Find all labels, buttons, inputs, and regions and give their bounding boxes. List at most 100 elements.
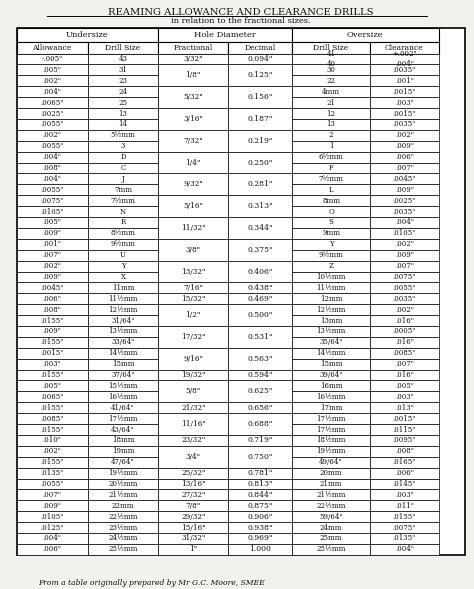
Text: 15mm: 15mm xyxy=(112,360,134,368)
Text: 3/4": 3/4" xyxy=(186,453,201,461)
Text: .0035": .0035" xyxy=(393,207,416,216)
Text: 12: 12 xyxy=(327,110,336,118)
Text: Fractional: Fractional xyxy=(173,44,213,52)
Text: 7/32": 7/32" xyxy=(183,137,203,145)
Text: .0135": .0135" xyxy=(40,469,64,477)
Text: 24mm: 24mm xyxy=(320,524,342,532)
Text: .016": .016" xyxy=(395,338,414,346)
Text: L: L xyxy=(328,186,333,194)
Text: 0.938": 0.938" xyxy=(247,524,273,532)
Text: 0.125": 0.125" xyxy=(247,71,273,80)
Text: 0.344": 0.344" xyxy=(247,224,273,232)
Text: 25½mm: 25½mm xyxy=(316,545,346,554)
Text: 43: 43 xyxy=(118,55,128,63)
Text: .0095": .0095" xyxy=(392,436,416,445)
Text: 3: 3 xyxy=(121,142,125,150)
Text: 0.500": 0.500" xyxy=(247,311,273,319)
Text: 21/32": 21/32" xyxy=(181,403,205,412)
Text: 7/8": 7/8" xyxy=(186,502,201,510)
Text: 21½mm: 21½mm xyxy=(108,491,137,499)
Text: .0025": .0025" xyxy=(392,197,416,205)
Text: 47/64": 47/64" xyxy=(111,458,135,466)
Text: 9½mm: 9½mm xyxy=(110,240,136,249)
Text: 0.844": 0.844" xyxy=(247,491,273,499)
Text: 17½mm: 17½mm xyxy=(108,415,137,423)
Text: 8mm: 8mm xyxy=(322,197,340,205)
Text: .005": .005" xyxy=(43,219,62,227)
Text: Allowance: Allowance xyxy=(32,44,72,52)
Text: .0155": .0155" xyxy=(40,316,64,325)
Text: 18mm: 18mm xyxy=(112,436,134,445)
Text: .002": .002" xyxy=(43,77,62,85)
Text: .016": .016" xyxy=(395,316,414,325)
Text: .002": .002" xyxy=(395,240,414,249)
Text: .009": .009" xyxy=(43,327,62,336)
Text: 15/32": 15/32" xyxy=(181,294,205,303)
Text: .013": .013" xyxy=(395,403,414,412)
Text: F: F xyxy=(328,164,333,172)
Text: 13½mm: 13½mm xyxy=(317,327,346,336)
Text: S: S xyxy=(328,219,334,227)
Text: N: N xyxy=(120,207,126,216)
Text: .009": .009" xyxy=(395,186,414,194)
Text: 0.531": 0.531" xyxy=(247,333,273,341)
Text: 0.688": 0.688" xyxy=(247,420,273,428)
Text: 13½mm: 13½mm xyxy=(109,327,137,336)
Text: 17½mm: 17½mm xyxy=(316,425,346,434)
Text: .004": .004" xyxy=(395,545,414,554)
Text: 13mm: 13mm xyxy=(320,316,342,325)
Text: .006": .006" xyxy=(395,469,414,477)
Text: -.005": -.005" xyxy=(41,55,63,63)
Text: .0165": .0165" xyxy=(392,458,416,466)
Text: Z: Z xyxy=(328,262,334,270)
Text: 0.156": 0.156" xyxy=(247,93,273,101)
Text: .0015": .0015" xyxy=(392,110,416,118)
Text: 17½mm: 17½mm xyxy=(316,415,346,423)
Text: 59/64": 59/64" xyxy=(319,512,343,521)
Text: 11/16": 11/16" xyxy=(181,420,206,428)
Text: 0.969": 0.969" xyxy=(247,534,273,542)
Text: .0155": .0155" xyxy=(40,403,64,412)
Text: .009": .009" xyxy=(395,142,414,150)
Text: Decimal: Decimal xyxy=(244,44,275,52)
Text: 35/64": 35/64" xyxy=(319,338,343,346)
Text: .0075": .0075" xyxy=(40,197,64,205)
Text: 9mm: 9mm xyxy=(322,229,340,237)
Text: C: C xyxy=(120,164,126,172)
Text: 11½mm: 11½mm xyxy=(108,294,137,303)
Text: 6½mm: 6½mm xyxy=(319,153,344,161)
Text: 5/8": 5/8" xyxy=(186,388,201,395)
Text: .0135": .0135" xyxy=(393,534,416,542)
Text: 25mm: 25mm xyxy=(320,534,342,542)
Text: .008": .008" xyxy=(43,164,62,172)
Text: in relation to the fractional sizes.: in relation to the fractional sizes. xyxy=(171,16,310,25)
Text: 7½mm: 7½mm xyxy=(319,175,344,183)
Text: .002": .002" xyxy=(43,131,62,140)
Text: .009": .009" xyxy=(43,502,62,510)
Text: .011": .011" xyxy=(395,502,414,510)
Text: .004": .004" xyxy=(43,153,62,161)
Text: 21mm: 21mm xyxy=(320,480,342,488)
Text: .0045": .0045" xyxy=(392,175,416,183)
Text: 10½mm: 10½mm xyxy=(316,273,346,281)
Text: J: J xyxy=(121,175,124,183)
Text: .003": .003" xyxy=(395,491,414,499)
Text: .0155": .0155" xyxy=(40,371,64,379)
Text: .0035": .0035" xyxy=(393,120,416,128)
Text: 0.750": 0.750" xyxy=(247,453,273,461)
Text: From a table originally prepared by Mr G.C. Moore, SMEE: From a table originally prepared by Mr G… xyxy=(38,579,264,587)
Text: Oversize: Oversize xyxy=(347,31,383,39)
Text: 14½mm: 14½mm xyxy=(108,349,137,358)
Text: 31/32": 31/32" xyxy=(181,534,205,542)
Text: .0155": .0155" xyxy=(40,425,64,434)
Text: .0035": .0035" xyxy=(393,294,416,303)
Text: 22½mm: 22½mm xyxy=(316,502,346,510)
Text: .0125": .0125" xyxy=(40,524,64,532)
Text: 29/32": 29/32" xyxy=(181,512,205,521)
Text: .007": .007" xyxy=(395,164,414,172)
Text: 5/32": 5/32" xyxy=(183,93,203,101)
Text: 0.313": 0.313" xyxy=(247,202,273,210)
Text: .008": .008" xyxy=(395,447,414,455)
Text: .007": .007" xyxy=(43,251,62,259)
Text: .0025": .0025" xyxy=(40,110,64,118)
